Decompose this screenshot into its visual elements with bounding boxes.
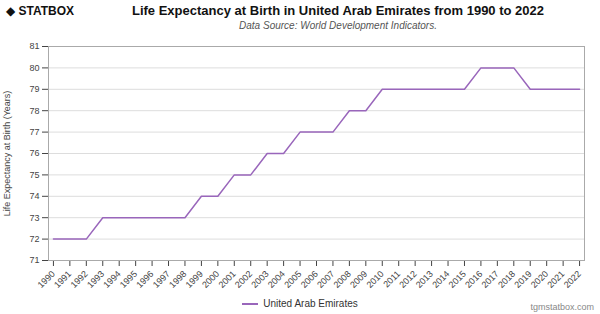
svg-text:1993: 1993	[85, 269, 106, 290]
svg-text:2012: 2012	[397, 269, 418, 290]
svg-text:2016: 2016	[463, 269, 484, 290]
html-text:Data Source: World Development: Data Source: World Development Indicator…	[239, 20, 437, 31]
svg-text:2020: 2020	[529, 269, 550, 290]
svg-text:2019: 2019	[512, 269, 533, 290]
svg-text:2011: 2011	[381, 269, 402, 290]
svg-text:2022: 2022	[562, 269, 583, 290]
svg-text:2021: 2021	[545, 269, 566, 290]
svg-text:2015: 2015	[447, 269, 468, 290]
svg-text:1998: 1998	[167, 269, 188, 290]
html-text:Life Expectancy at Birth in Un: Life Expectancy at Birth in United Arab …	[132, 3, 544, 18]
svg-text:2018: 2018	[496, 269, 517, 290]
svg-text:1997: 1997	[151, 269, 172, 290]
svg-text:2006: 2006	[299, 269, 320, 290]
svg-text:77: 77	[29, 127, 39, 137]
html-text:tgmstatbox.com: tgmstatbox.com	[530, 302, 594, 312]
svg-text:1992: 1992	[69, 269, 90, 290]
svg-text:71: 71	[29, 255, 39, 265]
svg-text:2002: 2002	[233, 269, 254, 290]
svg-text:2017: 2017	[480, 269, 501, 290]
svg-text:79: 79	[29, 84, 39, 94]
svg-text:75: 75	[29, 170, 39, 180]
svg-text:2003: 2003	[249, 269, 270, 290]
svg-text:2008: 2008	[332, 269, 353, 290]
html-text:◆ STATBOX: ◆ STATBOX	[6, 4, 75, 18]
svg-text:2010: 2010	[364, 269, 385, 290]
svg-text:80: 80	[29, 63, 39, 73]
svg-text:74: 74	[29, 191, 39, 201]
svg-text:76: 76	[29, 148, 39, 158]
svg-text:1995: 1995	[118, 269, 139, 290]
svg-text:2007: 2007	[315, 269, 336, 290]
svg-text:2004: 2004	[266, 269, 287, 290]
svg-text:1996: 1996	[134, 269, 155, 290]
svg-text:2005: 2005	[282, 269, 303, 290]
svg-text:Life Expectancy at Birth (Year: Life Expectancy at Birth (Years)	[2, 91, 12, 217]
svg-text:2000: 2000	[200, 269, 221, 290]
svg-text:81: 81	[29, 41, 39, 51]
svg-text:1999: 1999	[184, 269, 205, 290]
svg-text:2009: 2009	[348, 269, 369, 290]
svg-text:2014: 2014	[430, 269, 451, 290]
svg-text:72: 72	[29, 234, 39, 244]
svg-text:2001: 2001	[217, 269, 238, 290]
svg-text:78: 78	[29, 106, 39, 116]
svg-text:1994: 1994	[101, 269, 122, 290]
svg-text:1990: 1990	[36, 269, 57, 290]
html-text:United Arab Emirates: United Arab Emirates	[263, 298, 358, 309]
svg-text:1991: 1991	[52, 269, 73, 290]
svg-text:73: 73	[29, 213, 39, 223]
svg-text:2013: 2013	[414, 269, 435, 290]
